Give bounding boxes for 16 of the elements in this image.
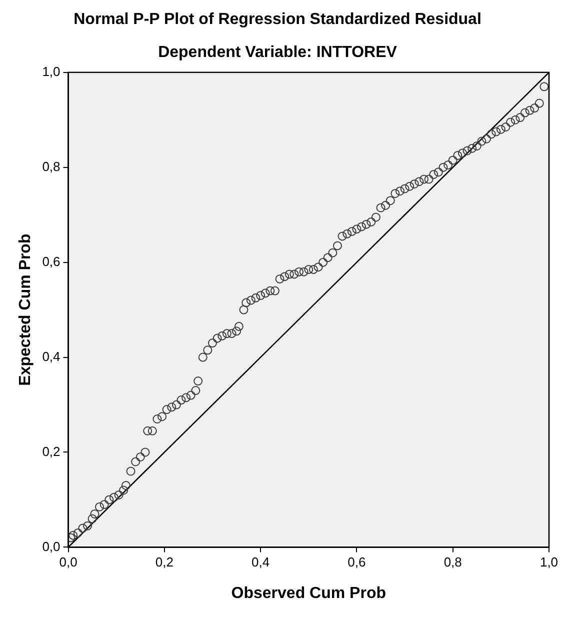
y-tick-label: 0,8 bbox=[42, 158, 60, 174]
y-tick-label: 0,6 bbox=[42, 254, 60, 269]
x-tick-label: 0,8 bbox=[444, 554, 462, 570]
x-tick-label: 0,2 bbox=[155, 554, 174, 570]
x-tick-label: 0,4 bbox=[252, 554, 270, 570]
x-tick-label: 0,0 bbox=[59, 554, 78, 570]
y-tick-label: 0,4 bbox=[42, 348, 60, 364]
x-tick-label: 0,6 bbox=[348, 554, 366, 570]
x-axis-title: Observed Cum Prob bbox=[231, 584, 386, 602]
chart-title: Normal P-P Plot of Regression Standardized Residual bbox=[74, 11, 482, 28]
y-tick-label: 0,2 bbox=[42, 444, 60, 459]
y-tick-label: 1,0 bbox=[42, 64, 60, 79]
x-tick-label: 1,0 bbox=[540, 554, 558, 570]
y-axis-title: Expected Cum Prob bbox=[17, 234, 34, 386]
chart-subtitle: Dependent Variable: INTTOREV bbox=[158, 44, 398, 62]
y-tick-label: 0,0 bbox=[42, 538, 60, 554]
